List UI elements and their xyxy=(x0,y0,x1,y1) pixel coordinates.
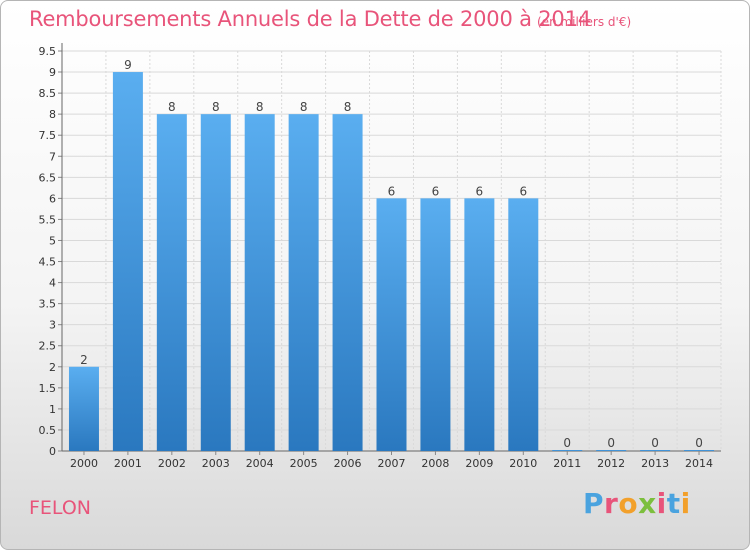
x-tick-label-2002: 2002 xyxy=(158,457,186,470)
x-tick-label-2004: 2004 xyxy=(246,457,274,470)
y-tick-label: 3 xyxy=(49,319,56,332)
value-label-2008: 6 xyxy=(432,184,440,198)
x-tick-label-2006: 2006 xyxy=(334,457,362,470)
y-tick-label: 6 xyxy=(49,192,56,205)
x-tick-label-2009: 2009 xyxy=(465,457,493,470)
logo-letter: x xyxy=(638,487,657,520)
y-tick-label: 7.5 xyxy=(39,129,57,142)
bar-2011 xyxy=(552,450,583,451)
y-tick-label: 1.5 xyxy=(39,382,57,395)
bar-2009 xyxy=(464,198,495,451)
logo-letter: i xyxy=(680,487,691,520)
proxiti-logo[interactable]: Proxiti xyxy=(583,487,691,520)
logo-letter: o xyxy=(618,487,639,520)
bars xyxy=(68,72,715,451)
bar-2000 xyxy=(68,366,99,451)
x-tick-label-2014: 2014 xyxy=(685,457,713,470)
y-tick-label: 5 xyxy=(49,234,56,247)
bar-2002 xyxy=(156,114,187,451)
chart-title: Remboursements Annuels de la Dette de 20… xyxy=(29,7,591,31)
y-tick-label: 7 xyxy=(49,150,56,163)
value-label-2002: 8 xyxy=(168,100,176,114)
y-tick-label: 8 xyxy=(49,108,56,121)
value-label-2004: 8 xyxy=(256,100,264,114)
value-label-2007: 6 xyxy=(388,184,396,198)
y-tick-label: 2 xyxy=(49,361,56,374)
y-tick-label: 6.5 xyxy=(39,171,57,184)
bar-2013 xyxy=(640,450,671,451)
y-tick-label: 3.5 xyxy=(39,298,57,311)
logo-letter: t xyxy=(666,487,681,520)
x-tick-label-2007: 2007 xyxy=(378,457,406,470)
bar-2014 xyxy=(684,450,715,451)
value-label-2014: 0 xyxy=(695,436,703,450)
x-tick-label-2005: 2005 xyxy=(290,457,318,470)
x-tick-label-2010: 2010 xyxy=(509,457,537,470)
bar-2012 xyxy=(596,450,627,451)
bar-2004 xyxy=(244,114,275,451)
y-tick-label: 9.5 xyxy=(39,45,57,58)
value-labels: 2 9 8 8 8 8 8 6 6 6 6 0 0 0 0 xyxy=(80,58,703,450)
y-tick-label: 0.5 xyxy=(39,424,57,437)
x-tick-label-2000: 2000 xyxy=(70,457,98,470)
value-label-2009: 6 xyxy=(476,184,484,198)
value-label-2012: 0 xyxy=(607,436,615,450)
x-tick-label-2011: 2011 xyxy=(553,457,581,470)
value-label-2005: 8 xyxy=(300,100,308,114)
value-label-2001: 9 xyxy=(124,58,132,72)
bar-2006 xyxy=(332,114,363,451)
chart-unit-label: (en milliers d'€) xyxy=(537,15,632,29)
bar-2001 xyxy=(112,72,143,451)
logo-letter: P xyxy=(583,487,605,520)
city-name: FELON xyxy=(29,497,92,519)
value-label-2000: 2 xyxy=(80,353,88,367)
logo-letter: r xyxy=(604,487,619,520)
value-label-2013: 0 xyxy=(651,436,659,450)
x-tick-label-2008: 2008 xyxy=(421,457,449,470)
bar-2003 xyxy=(200,114,231,451)
value-label-2010: 6 xyxy=(519,184,527,198)
y-tick-label: 2.5 xyxy=(39,340,57,353)
value-label-2011: 0 xyxy=(563,436,571,450)
bar-2007 xyxy=(376,198,407,451)
y-tick-label: 8.5 xyxy=(39,87,57,100)
x-tick-label-2003: 2003 xyxy=(202,457,230,470)
value-label-2003: 8 xyxy=(212,100,220,114)
y-tick-label: 0 xyxy=(49,445,56,458)
y-tick-label: 1 xyxy=(49,403,56,416)
bar-2005 xyxy=(288,114,319,451)
bar-2008 xyxy=(420,198,451,451)
logo-letter: i xyxy=(656,487,667,520)
value-label-2006: 8 xyxy=(344,100,352,114)
y-tick-label: 9 xyxy=(49,66,56,79)
bar-2010 xyxy=(508,198,539,451)
y-tick-label: 5.5 xyxy=(39,213,57,226)
y-tick-label: 4 xyxy=(49,277,56,290)
x-tick-label-2013: 2013 xyxy=(641,457,669,470)
x-tick-label-2001: 2001 xyxy=(114,457,142,470)
x-tick-label-2012: 2012 xyxy=(597,457,625,470)
y-tick-label: 4.5 xyxy=(39,256,57,269)
